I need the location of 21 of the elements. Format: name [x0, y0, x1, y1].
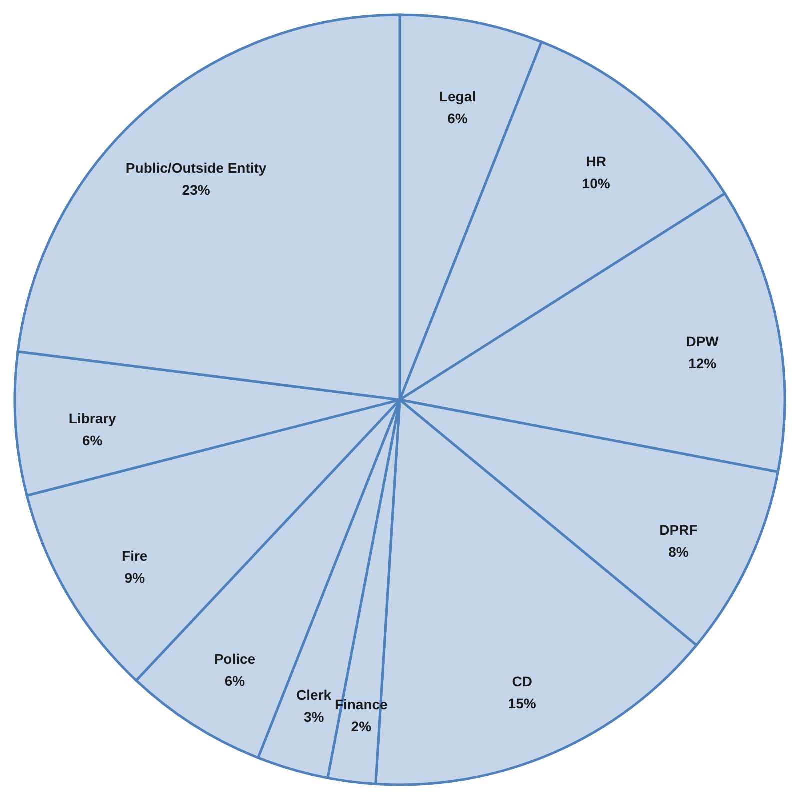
slice-label: Fire: [122, 548, 148, 564]
slice-label: DPW: [686, 333, 720, 350]
data-label: 9%: [124, 570, 146, 586]
data-label: 12%: [688, 355, 718, 372]
slice-label: Police: [214, 651, 256, 668]
data-label: 6%: [82, 432, 104, 448]
data-label: 8%: [668, 544, 690, 560]
slice-label: DPRF: [660, 522, 698, 538]
data-label: 3%: [304, 708, 325, 725]
data-label: 23%: [182, 182, 211, 198]
data-label: 15%: [508, 696, 537, 712]
slice-label: Library: [68, 410, 117, 426]
data-label: 2%: [351, 718, 372, 735]
data-label: 10%: [582, 176, 611, 192]
data-label: 6%: [448, 110, 468, 126]
slice-label: HR: [586, 154, 606, 170]
slice-label: CD: [512, 674, 532, 690]
slice-label: Public/Outside Entity: [126, 160, 267, 176]
slice-label: Clerk: [296, 686, 332, 703]
slice-label: Legal: [439, 88, 476, 104]
data-label: 6%: [224, 673, 246, 690]
